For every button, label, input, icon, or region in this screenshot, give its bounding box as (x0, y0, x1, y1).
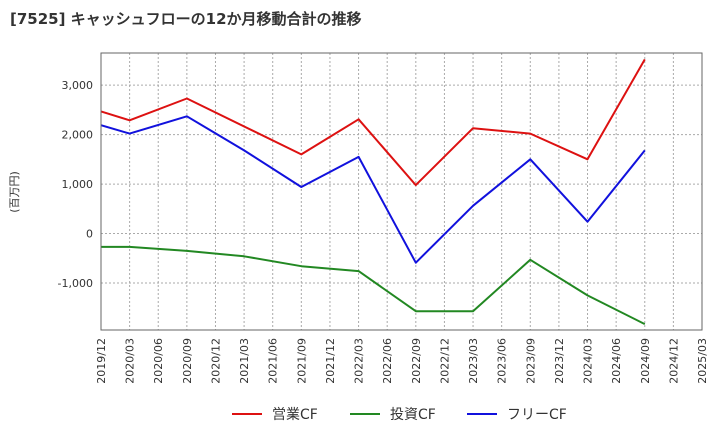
series-line-フリーCF (100, 115, 646, 264)
plot-frame (100, 52, 703, 331)
x-tick-label: 2024/12 (667, 338, 680, 384)
ytick-layer: -1,000 0 1,000 2,000 3,000 (58, 79, 93, 290)
x-tick-label: 2020/12 (209, 338, 222, 384)
series-layer (100, 58, 646, 325)
x-tick-label: 2022/06 (381, 338, 394, 384)
x-tick-label: 2021/06 (267, 338, 280, 384)
legend-label-投資CF: 投資CF (390, 407, 436, 423)
y-tick-label: 1,000 (62, 178, 94, 191)
legend-label-フリーCF: フリーCF (507, 407, 567, 423)
series-line-投資CF (101, 245, 646, 325)
x-tick-label: 2023/12 (553, 338, 566, 384)
legend: 営業CF 投資CF フリーCF (232, 407, 567, 423)
xtick-layer: 2019/12 2020/03 2020/06 2020/09 2020/12 2021/… (95, 338, 709, 384)
y-tick-label: 3,000 (62, 79, 94, 92)
x-tick-label: 2020/06 (152, 338, 165, 384)
x-tick-label: 2021/09 (295, 338, 308, 384)
x-tick-label: 2023/03 (467, 338, 480, 384)
x-tick-label: 2024/06 (610, 338, 623, 384)
legend-label-営業CF: 営業CF (272, 407, 318, 423)
x-tick-label: 2022/12 (438, 338, 451, 384)
x-tick-label: 2024/09 (639, 338, 652, 384)
y-tick-label: 0 (86, 228, 93, 241)
x-tick-label: 2020/09 (181, 338, 194, 384)
y-tick-label: -1,000 (58, 277, 93, 290)
x-tick-label: 2023/06 (496, 338, 509, 384)
x-tick-label: 2023/09 (524, 338, 537, 384)
y-tick-label: 2,000 (62, 129, 94, 142)
x-tick-label: 2020/03 (124, 338, 137, 384)
chart-title: [7525] キャッシュフローの12か月移動合計の推移 (10, 10, 362, 28)
x-tick-label: 2021/03 (238, 338, 251, 384)
series-line-営業CF (100, 58, 646, 187)
y-axis-label: (百万円) (8, 171, 21, 213)
x-tick-label: 2021/12 (324, 338, 337, 384)
x-tick-label: 2024/03 (582, 338, 595, 384)
x-tick-label: 2022/03 (353, 338, 366, 384)
x-tick-label: 2022/09 (410, 338, 423, 384)
x-tick-label: 2019/12 (95, 338, 108, 384)
x-tick-label: 2025/03 (696, 338, 709, 384)
